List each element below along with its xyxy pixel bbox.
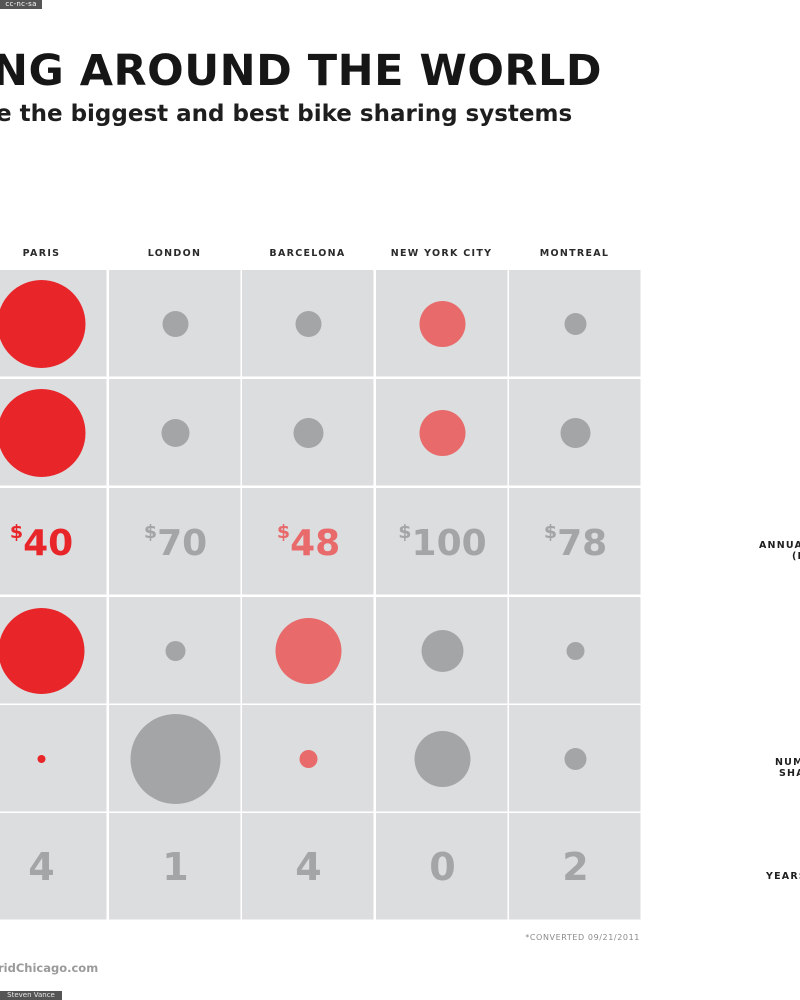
bubble-row4-new-york-city (421, 630, 464, 672)
price-value: 100 (412, 523, 487, 564)
bubble-row4-montreal (566, 642, 585, 660)
bubble-row1-paris (0, 280, 86, 368)
cell-row5-paris (0, 705, 107, 812)
cell-row6-barcelona (242, 813, 374, 920)
price-value: 78 (557, 523, 607, 564)
website-link[interactable]: ridChicago.com (0, 961, 99, 975)
row-label-years: YEARS (766, 871, 800, 882)
price-value: 40 (23, 523, 73, 564)
price-value: 70 (157, 523, 207, 564)
currency-symbol: $ (144, 521, 157, 543)
currency-symbol: $ (277, 521, 290, 543)
bubble-row4-barcelona (275, 618, 342, 684)
cell-row6-montreal (509, 813, 641, 920)
bubble-row1-london (162, 311, 189, 337)
years-value-barcelona: 4 (295, 845, 321, 889)
column-header-montreal: MONTREAL (539, 248, 610, 259)
bubble-row5-paris (37, 755, 46, 763)
years-value-new-york-city: 0 (429, 845, 455, 889)
bubble-row2-barcelona (293, 418, 324, 448)
page-title: NG AROUND THE WORLD (0, 46, 603, 96)
bubble-row1-montreal (564, 313, 587, 335)
bubble-row2-new-york-city (419, 410, 466, 456)
currency-symbol: $ (544, 521, 557, 543)
years-value-paris: 4 (28, 845, 54, 889)
cell-row6-london (109, 813, 241, 920)
price-label-paris: $40 (10, 521, 73, 564)
license-badge: cc-nc-sa (0, 0, 42, 9)
bubble-row2-montreal (560, 418, 591, 448)
page-subtitle: e the biggest and best bike sharing syst… (0, 101, 573, 127)
years-value-montreal: 2 (562, 845, 588, 889)
row-label-annual-fee-main: ANNUA (759, 540, 800, 551)
column-header-new-york-city: NEW YORK CITY (390, 248, 493, 259)
bubble-row5-barcelona (299, 750, 318, 768)
currency-symbol: $ (398, 521, 411, 543)
row-label-annual-fee-note: (I (792, 551, 800, 562)
conversion-footnote: *CONVERTED 09/21/2011 (525, 933, 640, 942)
column-header-barcelona: BARCELONA (269, 248, 346, 259)
bubble-row5-montreal (564, 748, 587, 770)
bubble-row2-london (161, 419, 190, 447)
bubble-row5-london (130, 714, 221, 804)
bubble-row4-paris (0, 608, 85, 694)
row-label-annual-fee: ANNUA (I (759, 540, 800, 562)
credit-badge: Steven Vance (0, 991, 62, 1000)
cell-row3-paris (0, 488, 107, 595)
cell-row3-montreal (509, 488, 641, 595)
price-label-barcelona: $48 (277, 521, 340, 564)
bubble-row2-paris (0, 389, 86, 477)
cell-row3-new-york-city (376, 488, 508, 595)
bubble-row4-london (165, 641, 186, 661)
cell-row3-london (109, 488, 241, 595)
row-label-sharing-main: NUM (775, 757, 800, 768)
currency-symbol: $ (10, 521, 23, 543)
years-value-london: 1 (162, 845, 188, 889)
price-label-london: $70 (144, 521, 207, 564)
column-header-paris: PARIS (22, 248, 61, 259)
bubble-row1-barcelona (295, 311, 322, 337)
row-label-sharing-note: SHA (779, 768, 800, 779)
price-label-montreal: $78 (544, 521, 607, 564)
price-value: 48 (290, 523, 340, 564)
cell-row3-barcelona (242, 488, 374, 595)
bubble-row5-new-york-city (414, 731, 471, 787)
cell-row6-new-york-city (376, 813, 508, 920)
column-header-london: LONDON (147, 248, 202, 259)
bubble-row1-new-york-city (419, 301, 466, 347)
row-label-sharing: NUM SHA (775, 757, 800, 779)
cell-row6-paris (0, 813, 107, 920)
price-label-new-york-city: $100 (398, 521, 486, 564)
row-label-years-main: YEARS (766, 871, 800, 882)
